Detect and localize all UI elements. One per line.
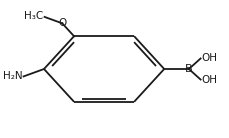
Text: OH: OH [201,75,217,84]
Text: O: O [58,18,66,28]
Text: B: B [184,64,192,74]
Text: H₃C: H₃C [24,11,43,21]
Text: H₂N: H₂N [3,71,22,81]
Text: OH: OH [201,54,217,63]
